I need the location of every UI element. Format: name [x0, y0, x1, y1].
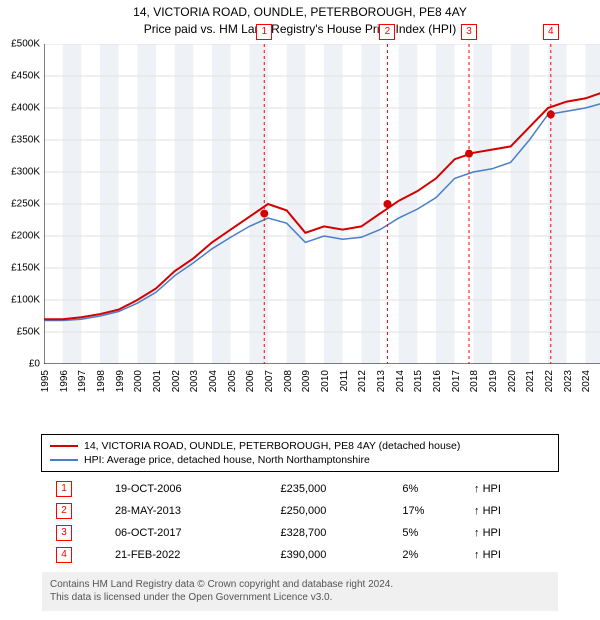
x-tick-label: 2008: [283, 370, 294, 392]
x-tick-label: 2005: [227, 370, 238, 392]
x-tick-label: 2024: [581, 370, 592, 392]
x-tick-label: 1999: [115, 370, 126, 392]
y-tick-label: £400K: [11, 102, 40, 113]
x-tick-label: 2000: [133, 370, 144, 392]
event-price: £235,000: [275, 478, 397, 500]
x-tick-label: 1998: [96, 370, 107, 392]
event-marker-1: 1: [256, 24, 272, 40]
y-tick-label: £100K: [11, 294, 40, 305]
event-date: 28-MAY-2013: [109, 500, 275, 522]
x-tick-label: 2003: [189, 370, 200, 392]
event-row: 2 28-MAY-2013£250,00017%↑ HPI: [50, 500, 550, 522]
event-arrow: ↑ HPI: [468, 478, 550, 500]
event-date: 06-OCT-2017: [109, 522, 275, 544]
chart-plot: [44, 44, 600, 364]
x-tick-label: 2011: [339, 370, 350, 392]
footer-line-2: This data is licensed under the Open Gov…: [50, 591, 550, 605]
legend-row: 14, VICTORIA ROAD, OUNDLE, PETERBOROUGH,…: [50, 439, 550, 453]
x-tick-label: 2019: [488, 370, 499, 392]
event-marker-4: 4: [543, 24, 559, 40]
y-tick-label: £250K: [11, 198, 40, 209]
y-tick-label: £500K: [11, 38, 40, 49]
x-tick-label: 2020: [507, 370, 518, 392]
event-pct: 2%: [396, 544, 468, 566]
x-tick-label: 2001: [152, 370, 163, 392]
x-tick-label: 1996: [59, 370, 70, 392]
x-tick-label: 2012: [357, 370, 368, 392]
legend-row: HPI: Average price, detached house, Nort…: [50, 453, 550, 467]
x-tick-label: 1997: [77, 370, 88, 392]
event-row: 3 06-OCT-2017£328,7005%↑ HPI: [50, 522, 550, 544]
y-tick-label: £350K: [11, 134, 40, 145]
footer-line-1: Contains HM Land Registry data © Crown c…: [50, 578, 550, 592]
event-arrow: ↑ HPI: [468, 544, 550, 566]
x-tick-label: 2016: [432, 370, 443, 392]
x-tick-label: 2018: [469, 370, 480, 392]
event-number: 1: [56, 481, 72, 497]
chart-container: £0£50K£100K£150K£200K£250K£300K£350K£400…: [44, 44, 600, 394]
event-number: 2: [56, 503, 72, 519]
legend-swatch: [50, 445, 78, 447]
x-tick-label: 2006: [245, 370, 256, 392]
x-tick-label: 2014: [395, 370, 406, 392]
event-price: £250,000: [275, 500, 397, 522]
x-tick-label: 2002: [171, 370, 182, 392]
x-axis-labels: 1995199619971998199920002001200220032004…: [44, 366, 600, 396]
x-tick-label: 2015: [413, 370, 424, 392]
y-tick-label: £200K: [11, 230, 40, 241]
event-row: 1 19-OCT-2006£235,0006%↑ HPI: [50, 478, 550, 500]
y-tick-label: £0: [29, 358, 40, 369]
y-tick-label: £300K: [11, 166, 40, 177]
title-line-1: 14, VICTORIA ROAD, OUNDLE, PETERBOROUGH,…: [0, 4, 600, 21]
event-number: 3: [56, 525, 72, 541]
event-date: 19-OCT-2006: [109, 478, 275, 500]
y-axis-labels: £0 £50K £100K £150K £200K £250K £300K £350K £400…: [4, 44, 44, 394]
event-date: 21-FEB-2022: [109, 544, 275, 566]
legend-label: HPI: Average price, detached house, Nort…: [84, 454, 370, 466]
x-tick-label: 2023: [563, 370, 574, 392]
y-tick-label: £50K: [17, 326, 40, 337]
chart-title-block: 14, VICTORIA ROAD, OUNDLE, PETERBOROUGH,…: [0, 0, 600, 38]
x-tick-label: 1995: [40, 370, 51, 392]
event-marker-2: 2: [379, 24, 395, 40]
event-number: 4: [56, 547, 72, 563]
event-arrow: ↑ HPI: [468, 500, 550, 522]
x-tick-label: 2009: [301, 370, 312, 392]
event-price: £390,000: [275, 544, 397, 566]
event-pct: 5%: [396, 522, 468, 544]
title-line-2: Price paid vs. HM Land Registry's House …: [0, 21, 600, 38]
x-tick-label: 2013: [376, 370, 387, 392]
x-tick-label: 2021: [525, 370, 536, 392]
event-arrow: ↑ HPI: [468, 522, 550, 544]
footer-attribution: Contains HM Land Registry data © Crown c…: [42, 572, 558, 611]
legend-box: 14, VICTORIA ROAD, OUNDLE, PETERBOROUGH,…: [41, 434, 559, 472]
x-tick-label: 2022: [544, 370, 555, 392]
y-tick-label: £450K: [11, 70, 40, 81]
event-row: 4 21-FEB-2022£390,0002%↑ HPI: [50, 544, 550, 566]
event-pct: 6%: [396, 478, 468, 500]
x-tick-label: 2007: [264, 370, 275, 392]
events-table: 119-OCT-2006£235,0006%↑ HPI228-MAY-2013£…: [50, 478, 550, 566]
event-pct: 17%: [396, 500, 468, 522]
x-tick-label: 2010: [320, 370, 331, 392]
x-tick-label: 2004: [208, 370, 219, 392]
legend-swatch: [50, 459, 78, 461]
x-tick-label: 2017: [451, 370, 462, 392]
event-price: £328,700: [275, 522, 397, 544]
event-marker-3: 3: [461, 24, 477, 40]
y-tick-label: £150K: [11, 262, 40, 273]
legend-label: 14, VICTORIA ROAD, OUNDLE, PETERBOROUGH,…: [84, 440, 460, 452]
